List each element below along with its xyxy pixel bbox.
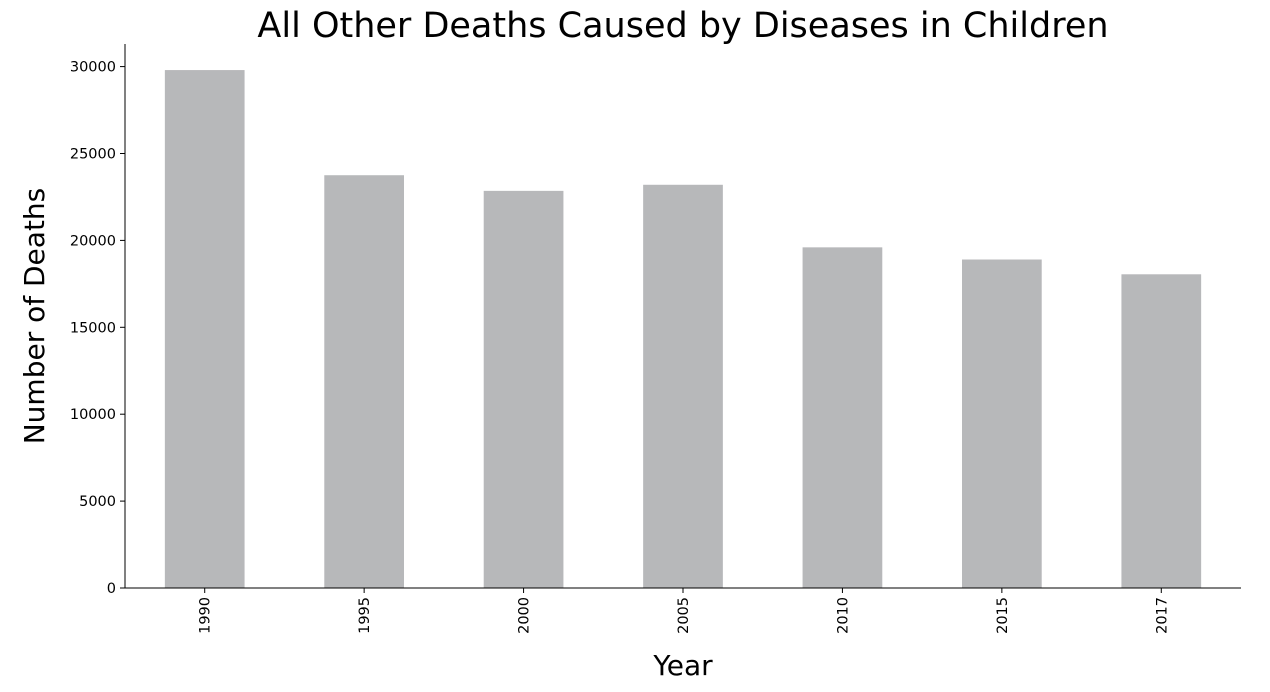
bar-2010 [802,247,883,588]
bars-group [164,70,1202,589]
bar-2005 [643,184,723,589]
y-axis-label: Number of Deaths [18,188,51,445]
y-tick-label: 20000 [70,233,116,249]
bar-2000 [483,190,564,589]
chart-title: All Other Deaths Caused by Diseases in C… [257,6,1108,46]
bar-2015 [962,259,1042,588]
y-tick-label: 15000 [70,320,116,336]
bar-2017 [1121,274,1202,588]
y-tick-label: 0 [107,581,116,597]
bar-1990 [164,70,245,588]
x-tick-label: 1990 [198,597,214,634]
x-axis-ticks: 1990 1995 2000 2005 2010 2015 2017 [198,588,1170,634]
x-axis-label: Year [652,649,713,682]
y-axis-ticks: 0 5000 10000 15000 20000 25000 30000 [70,60,125,597]
x-tick-label: 2000 [517,597,533,634]
x-tick-label: 2015 [995,597,1011,634]
x-tick-label: 2010 [835,597,851,634]
y-tick-label: 10000 [70,407,116,423]
x-tick-label: 2017 [1154,597,1170,634]
y-tick-label: 5000 [79,494,116,510]
y-tick-label: 30000 [70,60,116,76]
x-tick-label: 2005 [676,597,692,634]
x-tick-label: 1995 [357,597,373,634]
bar-1995 [324,175,404,588]
y-tick-label: 25000 [70,146,116,162]
